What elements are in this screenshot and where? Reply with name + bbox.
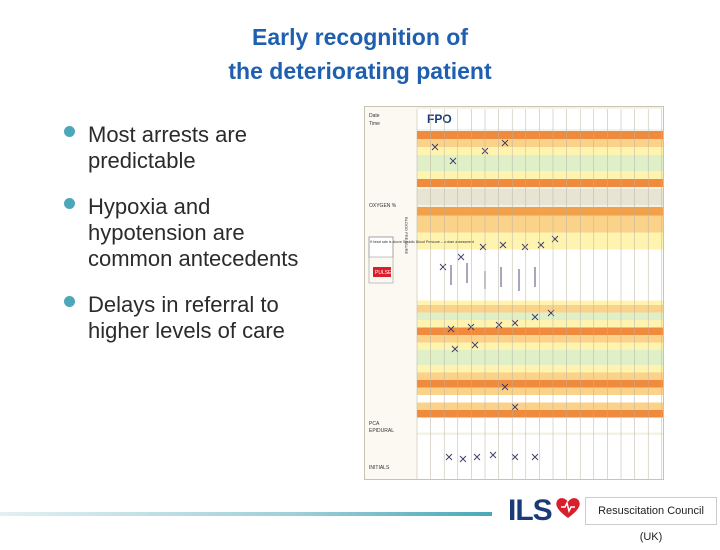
- slide-title: Early recognition of the deteriorating p…: [0, 20, 720, 88]
- chart-mark: [449, 157, 457, 165]
- resp-band: [417, 131, 663, 205]
- chart-mark: [537, 241, 545, 249]
- title-line-1: Early recognition of: [252, 24, 468, 50]
- title-line-2: the deteriorating patient: [228, 58, 492, 84]
- bullet-item: Most arrests are predictable: [62, 122, 332, 174]
- chart-mark: [511, 403, 519, 411]
- footer-rule: [0, 512, 492, 516]
- chart-mark: [439, 263, 447, 271]
- chart-mark: [531, 453, 539, 461]
- chart-label-time: Time: [369, 121, 380, 127]
- chart-grid: [416, 109, 663, 479]
- chart-mark: [471, 341, 479, 349]
- bullet-item: Delays in referral to higher levels of c…: [62, 292, 332, 344]
- bullet-text: Most arrests are predictable: [88, 122, 247, 173]
- chart-label-pulse: PULSE: [375, 270, 392, 276]
- chart-mark: [459, 455, 467, 463]
- ils-logo: ILS: [508, 494, 553, 527]
- chart-label-date: Date: [369, 113, 380, 119]
- handwritten-marks: [431, 139, 559, 463]
- chart-mark: [489, 451, 497, 459]
- chart-label-epidural: EPIDURAL: [369, 428, 394, 434]
- chart-heading: FPO: [427, 112, 452, 126]
- bullet-list: Most arrests are predictable Hypoxia and…: [62, 122, 332, 364]
- bullet-text: Delays in referral to higher levels of c…: [88, 292, 285, 343]
- chart-label-oxygen: OXYGEN %: [369, 203, 397, 209]
- chart-mark: [499, 241, 507, 249]
- chart-note: If heart rate is above Systolic Blood Pr…: [370, 240, 474, 244]
- chart-mark: [501, 383, 509, 391]
- chart-mark: [501, 139, 509, 147]
- resuscitation-council-logo: Resuscitation Council (UK): [585, 497, 717, 543]
- observation-chart-image: FPO Date Time OXYGEN % If heart rate is …: [364, 106, 664, 480]
- chart-label-initials: INITIALS: [369, 465, 390, 471]
- heart-icon: [556, 498, 580, 518]
- chart-mark: [511, 453, 519, 461]
- bullet-item: Hypoxia and hypotension are common antec…: [62, 194, 332, 272]
- bullet-dot-icon: [64, 296, 75, 307]
- chart-mark: [431, 143, 439, 151]
- chart-mark: [511, 319, 519, 327]
- chart-mark: [473, 453, 481, 461]
- chart-mark: [467, 323, 475, 331]
- chart-mark: [447, 325, 455, 333]
- chart-mark: [531, 313, 539, 321]
- chart-mark: [457, 253, 465, 261]
- chart-mark: [521, 243, 529, 251]
- bullet-dot-icon: [64, 126, 75, 137]
- chart-mark: [495, 321, 503, 329]
- chart-mark: [451, 345, 459, 353]
- lower-bands: [417, 305, 663, 479]
- chart-bp-vertical: BLOOD PRESSURE: [404, 217, 409, 254]
- bullet-dot-icon: [64, 198, 75, 209]
- chart-mark: [445, 453, 453, 461]
- bullet-text: Hypoxia and hypotension are common antec…: [88, 194, 299, 271]
- chart-label-pca: PCA: [369, 421, 380, 427]
